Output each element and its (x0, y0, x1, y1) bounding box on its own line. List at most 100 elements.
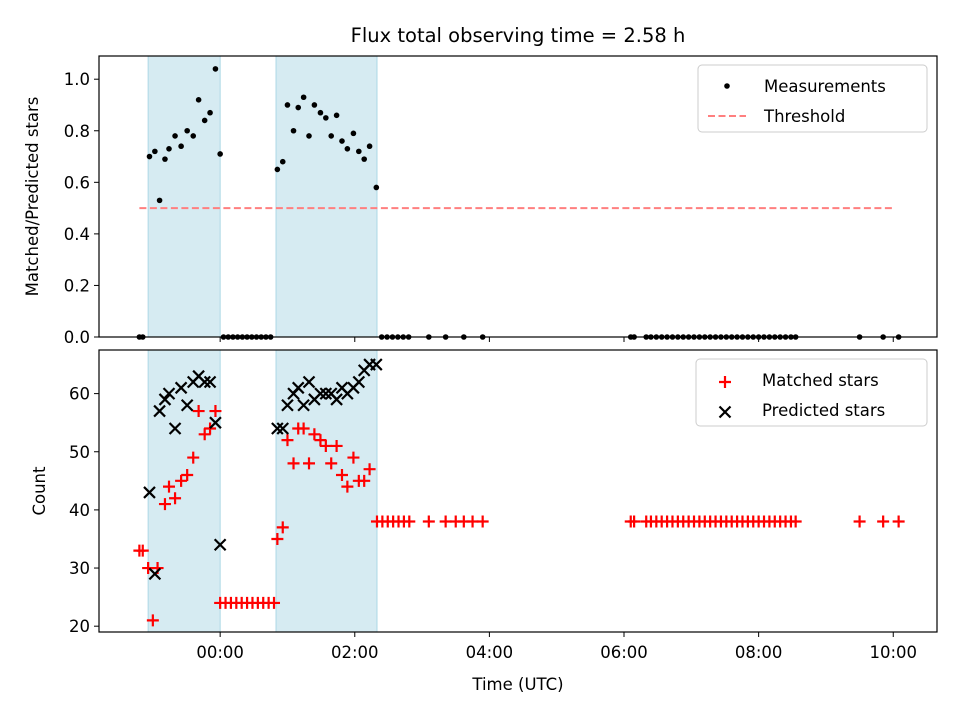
predicted-point (174, 381, 188, 395)
measurement-point (207, 109, 213, 116)
matched-point (476, 515, 489, 528)
x-tick-label: 02:00 (331, 643, 379, 662)
measurement-point (317, 109, 324, 116)
observing-interval-1 (147, 55, 221, 338)
measurement-point (162, 156, 168, 162)
measurement-point (300, 94, 307, 101)
legend-box (697, 64, 928, 133)
measurement-point (274, 166, 281, 173)
predicted-point (198, 375, 211, 389)
series-matched-stars (133, 405, 905, 627)
measurement-point (356, 148, 362, 155)
matched-point (439, 515, 452, 528)
matched-point (271, 532, 284, 545)
matched-point (341, 480, 354, 493)
predicted-point (158, 393, 172, 406)
measurement-point (166, 146, 172, 152)
matched-point (789, 515, 802, 528)
matched-point (276, 521, 289, 534)
measurement-point (279, 158, 286, 165)
measurement-point (366, 143, 373, 150)
matched-point (319, 439, 332, 452)
matched-point (628, 515, 641, 528)
matched-point (175, 474, 188, 487)
y-tick-label: 0.0 (64, 328, 90, 347)
matched-point (268, 596, 281, 609)
measurement-point (172, 133, 178, 139)
x-tick-label: 06:00 (600, 643, 648, 662)
predicted-point (143, 486, 156, 499)
measurement-point (284, 102, 291, 108)
matched-point (163, 480, 176, 493)
predicted-point (209, 416, 222, 429)
series-predicted-stars (143, 358, 383, 581)
legend: Measurements Threshold (697, 64, 928, 133)
legend-label: Predicted stars (762, 401, 885, 420)
legend-marker (719, 376, 731, 388)
measurement-point (344, 146, 351, 152)
legend-box (695, 358, 928, 427)
y-tick-label: 40 (69, 501, 90, 520)
matched-point (466, 515, 479, 528)
legend-label: Matched stars (762, 371, 879, 390)
top-panel: 0.0 0.2 0.4 0.6 0.8 1.0 Matched/Predicted star… (23, 55, 938, 347)
matched-point (363, 463, 376, 476)
predicted-point (330, 393, 343, 406)
chart-title: Flux total observing time = 2.58 h (351, 24, 686, 47)
y-tick-label: 0.2 (64, 276, 90, 295)
measurement-point (212, 66, 219, 72)
measurement-point (295, 104, 302, 111)
measurement-point (146, 153, 153, 160)
y-tick-label: 60 (69, 385, 90, 404)
predicted-point (352, 375, 366, 389)
matched-point (136, 544, 149, 557)
matched-point (198, 428, 211, 441)
measurement-point (184, 127, 190, 134)
predicted-point (291, 381, 305, 395)
predicted-point (203, 375, 217, 389)
legend: Matched stars Predicted stars (695, 358, 928, 427)
measurement-point (201, 117, 208, 124)
predicted-point (302, 375, 316, 389)
matched-point (422, 515, 435, 528)
measurement-point (339, 138, 345, 144)
matched-point (209, 405, 222, 418)
measurement-point (195, 97, 202, 103)
matched-point (303, 457, 316, 470)
measurement-point (152, 148, 158, 155)
matched-point (403, 515, 416, 528)
x-tick-label: 04:00 (466, 643, 514, 662)
legend-label: Measurements (764, 77, 886, 96)
x-axis-label: Time (UTC) (471, 675, 563, 694)
measurement-point (156, 197, 163, 204)
predicted-point (276, 422, 290, 435)
axes-frame (98, 55, 938, 338)
predicted-point (370, 358, 383, 371)
measurement-point (373, 184, 380, 191)
matched-point (892, 515, 905, 528)
bottom-panel: 20 30 40 50 60 00:00 02:00 04:00 06:00 08:00 10:00… (30, 349, 938, 662)
x-tick-label: 08:00 (735, 643, 783, 662)
matched-point (297, 422, 310, 435)
y-axis-label: Matched/Predicted stars (23, 97, 42, 297)
y-tick-label: 0.6 (64, 173, 90, 192)
y-tick-label: 1.0 (64, 70, 90, 89)
y-tick-label: 50 (69, 443, 90, 462)
measurement-point (290, 127, 297, 134)
matched-point (204, 422, 217, 435)
matched-point (187, 451, 200, 464)
matched-point (308, 428, 321, 441)
axes-frame (98, 349, 938, 633)
matched-point (169, 492, 182, 505)
matched-point (347, 451, 360, 464)
measurement-point (323, 115, 329, 121)
predicted-point (281, 398, 294, 412)
measurement-point (350, 130, 357, 137)
measurement-point (333, 112, 340, 119)
measurement-point (311, 102, 318, 108)
observing-interval-2 (275, 55, 378, 338)
predicted-point (319, 387, 333, 400)
matched-point (181, 469, 194, 482)
matched-point (314, 434, 327, 447)
